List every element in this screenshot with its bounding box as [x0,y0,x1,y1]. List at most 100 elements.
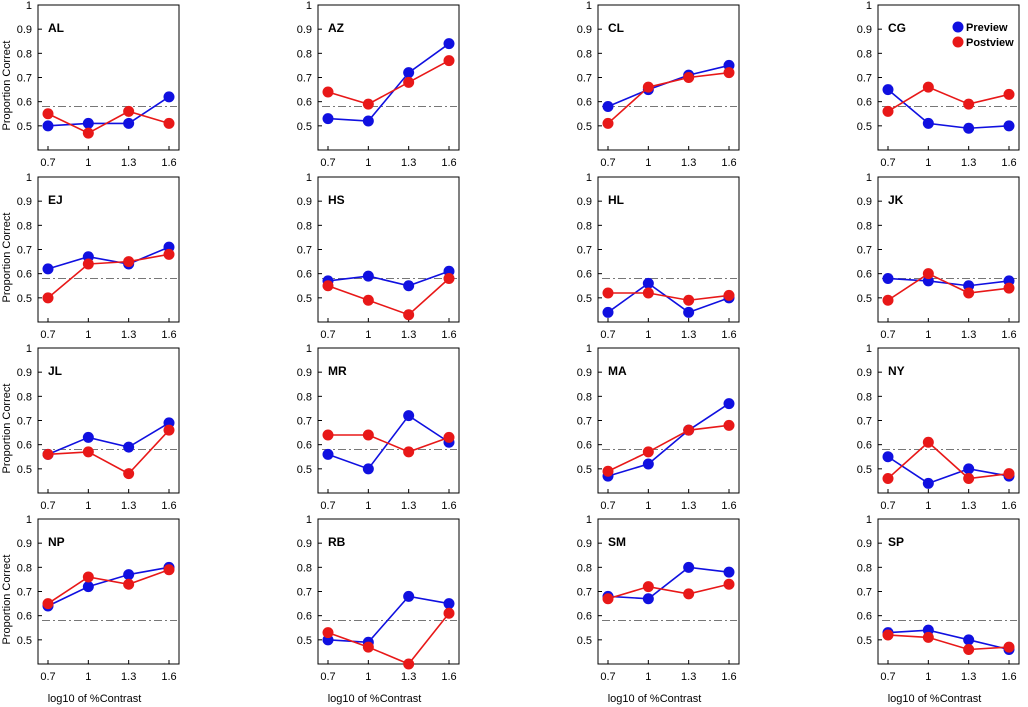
data-point-postview [403,446,415,458]
series-line-postview [607,71,730,125]
data-point-postview [963,98,975,110]
data-point-preview [1003,120,1015,132]
data-point-postview [403,309,415,321]
x-axis-title: log10 of %Contrast [888,693,982,705]
panel-label: HL [608,193,624,207]
x-tick-label: 1.6 [721,671,736,683]
y-tick-label: 1 [586,0,592,12]
y-tick-label: 0.5 [297,121,312,133]
data-point-postview [123,105,135,117]
panel-label: JK [888,193,904,207]
panel-label: HS [328,193,345,207]
x-tick-label: 0.7 [40,157,55,169]
x-tick-label: 0.7 [880,671,895,683]
data-point-preview [642,593,654,605]
data-point-postview [82,127,94,139]
series-line-preview [327,595,450,644]
data-point-postview [42,292,54,304]
data-point-postview [443,273,455,284]
panel-az: 0.5 0.6 0.7 0.8 0.9 1 0.7 1 1.3 1.6 AZ [297,0,460,169]
series-line-postview [47,110,170,134]
data-point-postview [42,448,54,460]
y-tick-label: 0.8 [297,220,312,232]
legend-marker-postview [952,36,964,48]
y-tick-label: 0.6 [857,97,872,109]
data-point-postview [322,429,334,441]
data-point-postview [362,429,374,441]
data-point-postview [362,294,374,306]
y-tick-label: 0.7 [857,73,872,85]
x-tick-label: 1 [365,157,371,169]
panel-cg: 0.5 0.6 0.7 0.8 0.9 1 0.7 1 1.3 1.6 CG [857,0,1020,169]
x-tick-label: 1 [645,671,651,683]
y-tick-label: 0.5 [17,121,32,133]
x-tick-label: 1 [85,500,91,512]
panel-label: SM [608,535,626,549]
series-line-preview [887,88,1010,130]
data-point-postview [602,287,614,299]
series-line-preview [327,270,450,287]
data-point-postview [963,644,975,655]
data-point-postview [683,588,695,600]
y-tick-label: 0.5 [297,464,312,476]
x-tick-label: 0.7 [40,329,55,341]
x-tick-label: 1.6 [721,157,736,169]
y-tick-label: 0.6 [17,97,32,109]
y-tick-label: 0.8 [857,562,872,574]
data-point-postview [42,598,54,610]
y-tick-label: 0.6 [577,611,592,623]
data-point-postview [443,431,455,443]
y-tick-label: 1 [866,514,872,526]
x-tick-label: 1 [645,157,651,169]
y-tick-label: 0.7 [17,416,32,428]
data-point-postview [882,629,894,641]
x-tick-label: 1 [365,671,371,683]
panel-np: 0.5 0.6 0.7 0.8 0.9 1 0.7 1 1.3 1.6 NP Proportion C… [1,514,180,705]
data-point-postview [602,593,614,605]
data-point-preview [443,598,455,610]
data-point-postview [163,424,175,436]
x-tick-label: 1.6 [161,500,176,512]
data-point-postview [882,473,894,484]
data-point-preview [963,463,975,475]
y-tick-label: 1 [586,514,592,526]
panel-mr: 0.5 0.6 0.7 0.8 0.9 1 0.7 1 1.3 1.6 MR [297,343,460,512]
y-tick-label: 0.8 [577,220,592,232]
x-tick-label: 0.7 [880,157,895,169]
x-tick-label: 1.6 [1001,671,1016,683]
series-line-preview [47,422,170,456]
series-line-postview [608,292,730,302]
x-tick-label: 1.3 [121,157,136,169]
data-point-preview [123,569,135,581]
y-tick-label: 1 [306,343,312,355]
data-point-preview [42,263,54,275]
data-point-postview [322,627,334,639]
x-tick-label: 1 [925,671,931,683]
y-tick-label: 0.8 [17,562,32,574]
x-tick-label: 1 [925,329,931,341]
x-tick-label: 1.3 [961,157,976,169]
series-line-postview [887,441,1010,480]
x-tick-label: 1.3 [401,671,416,683]
x-tick-label: 1.3 [401,157,416,169]
data-point-postview [42,108,54,120]
data-point-postview [82,258,94,270]
y-tick-label: 0.7 [297,416,312,428]
data-point-postview [922,631,934,643]
y-tick-label: 0.9 [297,538,312,550]
y-tick-label: 0.5 [857,635,872,647]
panel-label: RB [328,535,346,549]
x-tick-label: 1.6 [161,671,176,683]
data-point-postview [322,86,334,98]
x-tick-label: 1.3 [401,500,416,512]
data-point-preview [922,477,934,489]
y-tick-label: 1 [26,0,32,12]
data-point-preview [963,122,975,134]
data-point-postview [963,287,975,299]
x-tick-label: 1.3 [401,329,416,341]
series-line-postview [47,568,170,605]
y-tick-label: 1 [586,172,592,184]
y-tick-label: 0.5 [17,464,32,476]
x-tick-label: 1.3 [681,671,696,683]
x-tick-label: 0.7 [600,329,615,341]
